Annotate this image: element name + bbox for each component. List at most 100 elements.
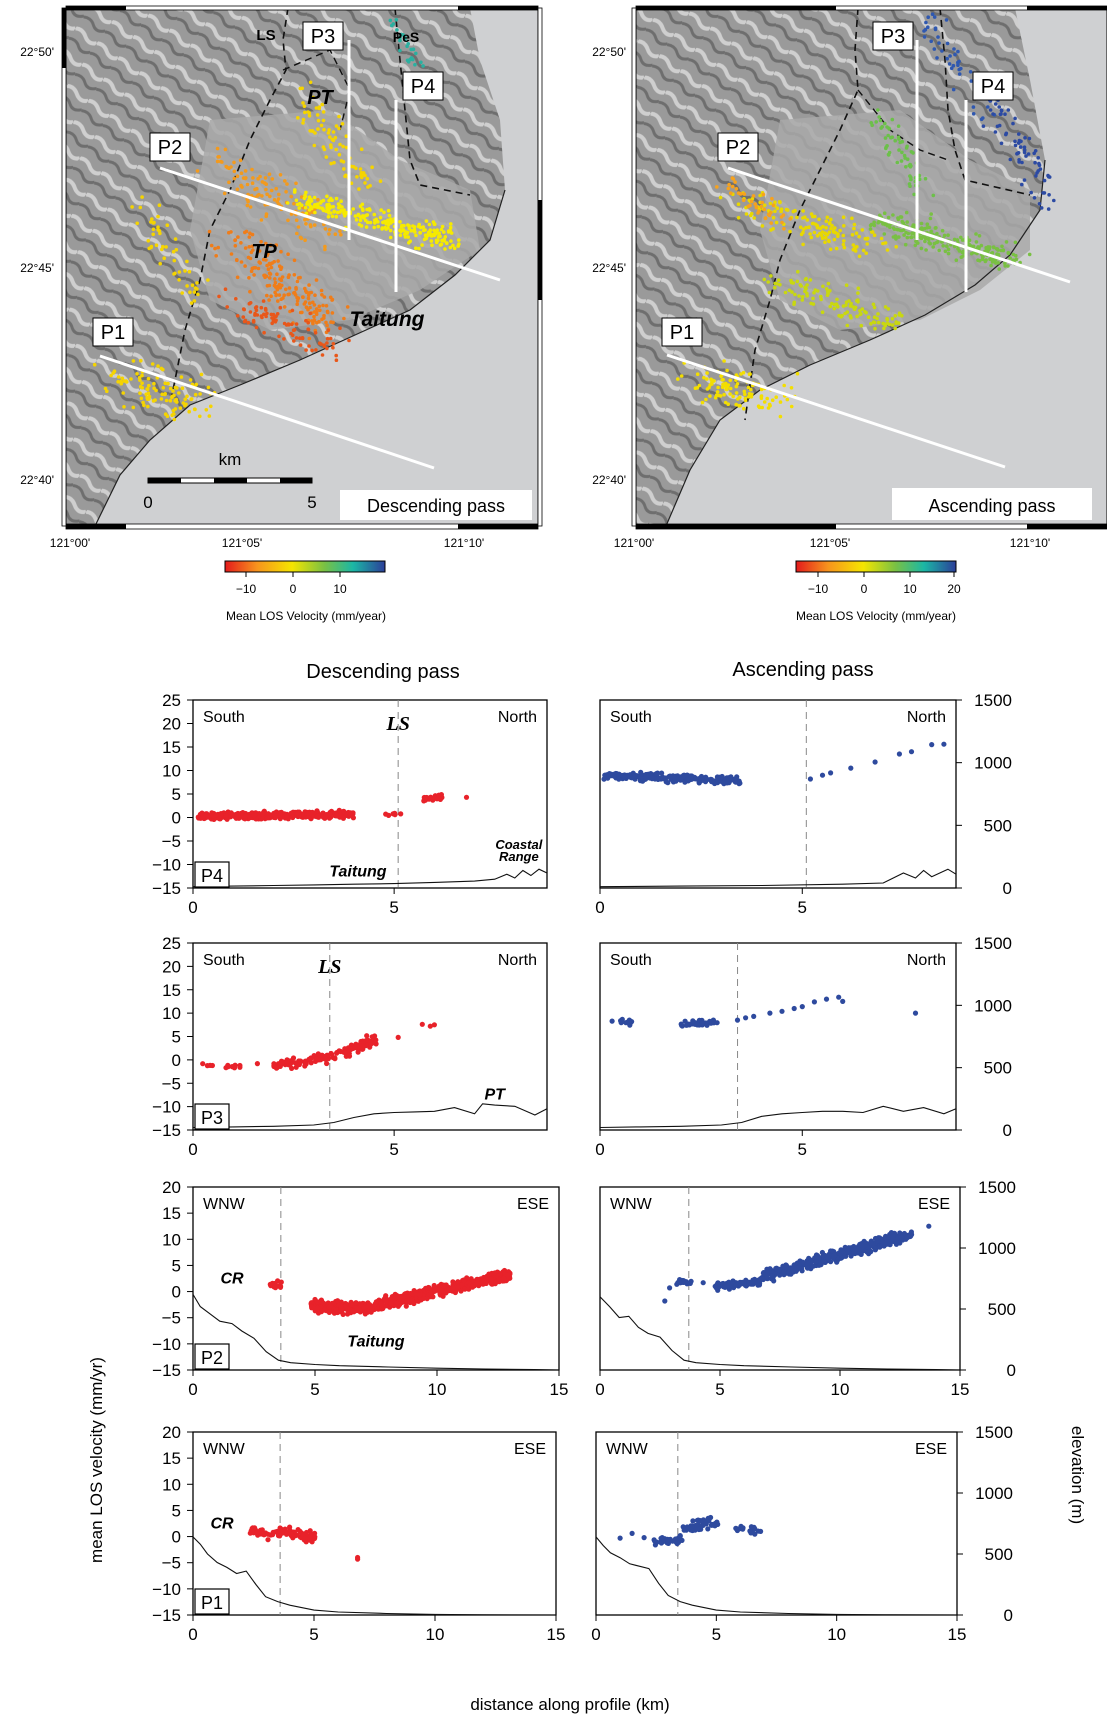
data-point (355, 1049, 361, 1055)
map-velocity-dot (294, 336, 299, 340)
map-velocity-dot (319, 288, 324, 293)
data-point (697, 1518, 703, 1524)
map-velocity-dot (792, 302, 796, 307)
data-point (614, 771, 620, 777)
map-velocity-dot (317, 304, 322, 309)
map-velocity-dot (449, 239, 453, 243)
map-velocity-dot (313, 331, 318, 335)
map-velocity-dot (810, 221, 815, 226)
map-velocity-dot (313, 210, 317, 215)
map-velocity-dot (278, 173, 283, 177)
data-point (348, 1046, 354, 1053)
map-velocity-dot (301, 101, 305, 105)
map-velocity-dot (854, 231, 859, 235)
map-velocity-dot (734, 187, 739, 191)
x-tick-label: 5 (715, 1380, 724, 1399)
fault-label: LS (385, 713, 409, 735)
map-velocity-dot (103, 386, 108, 391)
map-velocity-dot (759, 394, 764, 398)
map-velocity-dot (790, 290, 794, 294)
data-point (419, 1021, 425, 1027)
map-velocity-dot (953, 52, 957, 57)
map-velocity-dot (721, 377, 725, 382)
map-velocity-dot (172, 258, 177, 263)
map-velocity-dot (322, 295, 327, 299)
map-velocity-dot (323, 244, 327, 249)
data-point (355, 1556, 361, 1562)
y-tick-label: 15 (162, 1449, 181, 1468)
map-velocity-dot (372, 212, 377, 217)
map-velocity-dot (150, 362, 155, 366)
map-velocity-dot (435, 228, 440, 232)
map-velocity-dot (928, 216, 933, 221)
map-velocity-dot (442, 237, 447, 242)
map-velocity-dot (911, 231, 916, 236)
map-velocity-dot (1011, 121, 1015, 126)
map-velocity-dot (365, 176, 370, 181)
annotation-label: Taitung (347, 1333, 404, 1350)
data-point (364, 1033, 370, 1039)
data-point (403, 1303, 409, 1309)
map-velocity-dot (784, 207, 789, 212)
data-point (898, 1234, 905, 1240)
map-velocity-dot (824, 287, 829, 291)
map-velocity-dot (190, 283, 195, 288)
data-point (254, 1061, 260, 1067)
map-velocity-dot (367, 207, 372, 211)
map-velocity-dot (405, 231, 409, 236)
data-point (790, 1266, 796, 1272)
data-point (350, 1308, 356, 1314)
map-velocity-dot (757, 405, 762, 410)
map-velocity-dot (885, 144, 889, 148)
map-velocity-dot (349, 164, 354, 169)
map-velocity-dot (295, 231, 299, 236)
data-point (618, 1018, 624, 1024)
data-point (856, 1247, 863, 1253)
map-velocity-dot (864, 310, 868, 315)
map-velocity-dot (286, 292, 290, 297)
profile-p2-ascending: WNW ESE 0 5 10 15 0 500 1000 1500 (595, 1178, 1016, 1399)
data-point (342, 1049, 348, 1055)
map-velocity-dot (185, 259, 189, 264)
map-velocity-dot (739, 372, 743, 376)
map-velocity-dot (279, 267, 283, 272)
map-velocity-dot (428, 228, 433, 232)
map-velocity-dot (1029, 190, 1033, 195)
data-point (667, 773, 673, 779)
map-velocity-dot (1004, 240, 1009, 244)
map-velocity-dot (217, 155, 221, 159)
map-velocity-dot (893, 326, 897, 331)
map-velocity-dot (338, 326, 342, 331)
map-velocity-dot (871, 320, 876, 324)
map-velocity-dot (326, 310, 330, 315)
map-velocity-dot (320, 102, 325, 107)
map-velocity-dot (407, 224, 411, 228)
data-point (354, 1044, 360, 1050)
data-point (338, 1304, 344, 1310)
map-velocity-dot (267, 261, 272, 266)
map-velocity-dot (294, 218, 299, 222)
map-velocity-dot (418, 231, 423, 235)
map-velocity-dot (844, 303, 848, 308)
map-velocity-dot (286, 218, 290, 223)
map-velocity-dot (864, 251, 868, 255)
data-point (776, 1268, 782, 1274)
map-velocity-dot (187, 269, 192, 274)
map-velocity-dot (206, 385, 211, 390)
map-velocity-dot (743, 396, 748, 401)
data-point (505, 1272, 511, 1278)
map-velocity-dot (823, 240, 827, 244)
x-tick-label: 0 (188, 1625, 197, 1644)
map-velocity-dot (331, 342, 336, 346)
map-velocity-dot (912, 192, 916, 197)
map-velocity-dot (180, 291, 184, 295)
map-velocity-dot (746, 385, 751, 390)
map-velocity-dot (195, 281, 199, 285)
map-velocity-dot (309, 290, 314, 295)
data-point (260, 811, 266, 817)
elevation-profile (192, 1294, 560, 1371)
map-velocity-dot (301, 295, 305, 300)
map-velocity-dot (273, 290, 277, 295)
data-point (813, 1259, 819, 1265)
data-point (292, 1060, 298, 1066)
